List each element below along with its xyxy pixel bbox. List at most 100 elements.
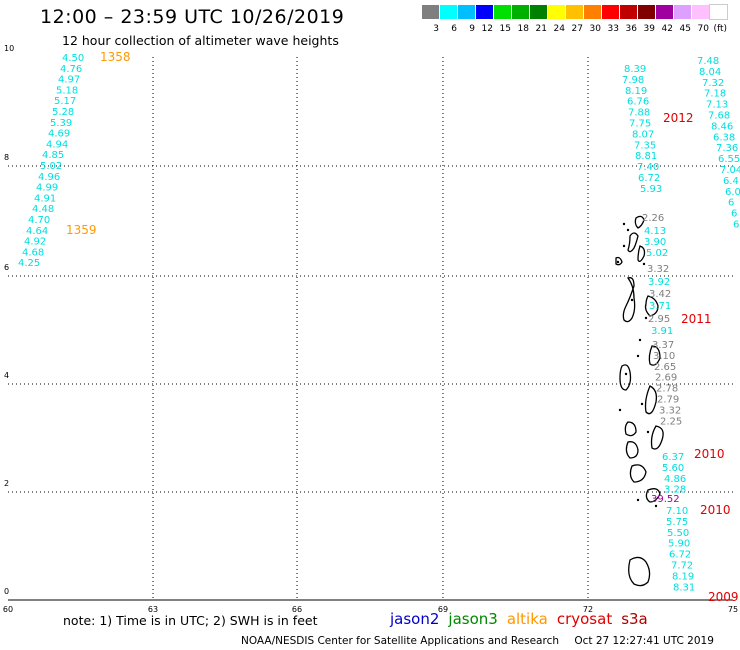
wave-height-value: 8.19 [625, 86, 647, 97]
wave-height-value: 4.13 [644, 226, 666, 237]
wave-height-value: 2.26 [642, 213, 664, 224]
wave-height-value: 3.10 [653, 351, 675, 362]
x-tick-label: 72 [583, 605, 593, 614]
legend-label: 24 [553, 24, 565, 34]
wave-height-value: 2.95 [648, 314, 670, 325]
wave-height-value: 4.86 [664, 474, 686, 485]
island-outline [644, 385, 658, 415]
atoll-dot [640, 402, 644, 406]
y-tick-label: 2 [4, 479, 9, 488]
wave-height-value: 4.96 [38, 172, 60, 183]
wave-height-value: 8.07 [632, 129, 654, 140]
satellite-label-cryosat: cryosat [556, 610, 613, 628]
island-outline [629, 464, 647, 483]
wave-height-value: 5.39 [50, 118, 72, 129]
wave-height-value: 7.36 [716, 143, 738, 154]
legend-label: 15 [499, 24, 511, 34]
wave-height-value: 2.79 [657, 395, 679, 406]
wave-height-value: 7.04 [720, 165, 740, 176]
wave-height-value: 5.18 [56, 85, 78, 96]
wave-height-value: 6 [733, 220, 739, 231]
pass-time-label: 2010 [694, 447, 725, 461]
legend-label: 6 [451, 24, 457, 34]
satellite-label-altika: altika [506, 610, 548, 628]
x-tick-label: 66 [292, 605, 302, 614]
legend-swatch [512, 5, 529, 19]
atoll-dot [626, 228, 630, 232]
wave-height-value: 3.32 [659, 405, 681, 416]
wave-height-value: 7.98 [622, 75, 644, 86]
wave-height-value: 39.52 [651, 494, 680, 505]
island-outline [622, 277, 636, 323]
wave-height-value: 7.10 [666, 506, 688, 517]
x-tick-label: 75 [728, 605, 738, 614]
island-outline [619, 364, 632, 391]
pass-time-label: 2012 [663, 111, 694, 125]
wave-height-value: 3.42 [649, 289, 671, 300]
legend-swatch [422, 5, 439, 19]
legend-swatch [440, 5, 457, 19]
wave-height-value: 5.90 [668, 539, 690, 550]
pass-time-label: 2010 [700, 503, 731, 517]
wave-height-value: 4.70 [28, 215, 50, 226]
wave-height-value: 3.71 [649, 301, 671, 312]
grid-lines [8, 57, 733, 601]
legend-swatch [674, 5, 691, 19]
wave-height-value: 3.92 [648, 277, 670, 288]
atoll-dot [618, 408, 622, 412]
wave-height-value: 4.92 [24, 237, 46, 248]
wave-height-value: 2.78 [656, 384, 678, 395]
y-tick-label: 10 [4, 44, 14, 53]
legend-label: 42 [661, 24, 673, 34]
wave-height-value: 4.68 [22, 247, 44, 258]
wave-height-value: 5.93 [640, 184, 662, 195]
atoll-dot [642, 262, 646, 266]
atoll-dot [636, 354, 640, 358]
wave-height-value: 5.17 [54, 96, 76, 107]
footnote: note: 1) Time is in UTC; 2) SWH is in fe… [63, 613, 318, 628]
island-outline [624, 421, 637, 437]
wave-height-value: 4.85 [42, 150, 64, 161]
legend-label: 33 [607, 24, 619, 34]
wave-height-value: 4.50 [62, 53, 84, 64]
satellite-legend: jason2 jason3 altika cryosat s3a [390, 610, 657, 628]
wave-height-value: 5.50 [667, 528, 689, 539]
altimeter-tracks: 4.504.764.975.185.175.285.394.694.944.85… [18, 53, 740, 593]
wave-height-value: 5.75 [666, 517, 688, 528]
atoll-dot [646, 430, 650, 434]
wave-height-value: 4.64 [26, 226, 48, 237]
wave-height-value: 4.97 [58, 75, 80, 86]
wave-height-value: 5.60 [662, 463, 684, 474]
landmass-outlines [615, 215, 664, 587]
island-outline [627, 232, 639, 253]
legend-swatch [656, 5, 673, 19]
y-tick-label: 0 [4, 587, 9, 596]
wave-height-value: 6.76 [627, 97, 649, 108]
wave-height-value: 2.69 [655, 373, 677, 384]
wave-height-value: 3.37 [652, 340, 674, 351]
wave-height-value: 6 [731, 209, 737, 220]
page-title: 12:00 – 23:59 UTC 10/26/2019 [40, 6, 345, 28]
x-tick-label: 69 [438, 605, 448, 614]
credit-line: NOAA/NESDIS Center for Satellite Applica… [241, 635, 726, 647]
pass-time-label: 2009 [708, 590, 739, 604]
wave-height-value: 7.72 [671, 561, 693, 572]
wave-height-value: 6.0 [725, 187, 740, 198]
wave-height-value: 7.40 [637, 162, 659, 173]
atoll-dot [616, 260, 620, 264]
x-tick-label: 63 [148, 605, 158, 614]
wave-height-value: 5.02 [40, 161, 62, 172]
legend-swatch [602, 5, 619, 19]
credit-org: NOAA/NESDIS Center for Satellite Applica… [241, 635, 559, 647]
wave-height-value: 4.99 [36, 183, 58, 194]
wave-height-value: 3.28 [664, 485, 686, 496]
atoll-dot [622, 244, 626, 248]
wave-height-value: 7.32 [702, 78, 724, 89]
legend-label: 21 [535, 24, 547, 34]
legend-swatch [458, 5, 475, 19]
wave-height-value: 2.25 [660, 416, 682, 427]
wave-height-value: 8.04 [699, 67, 721, 78]
atoll-dot [630, 298, 634, 302]
wave-height-value: 6.37 [662, 452, 684, 463]
